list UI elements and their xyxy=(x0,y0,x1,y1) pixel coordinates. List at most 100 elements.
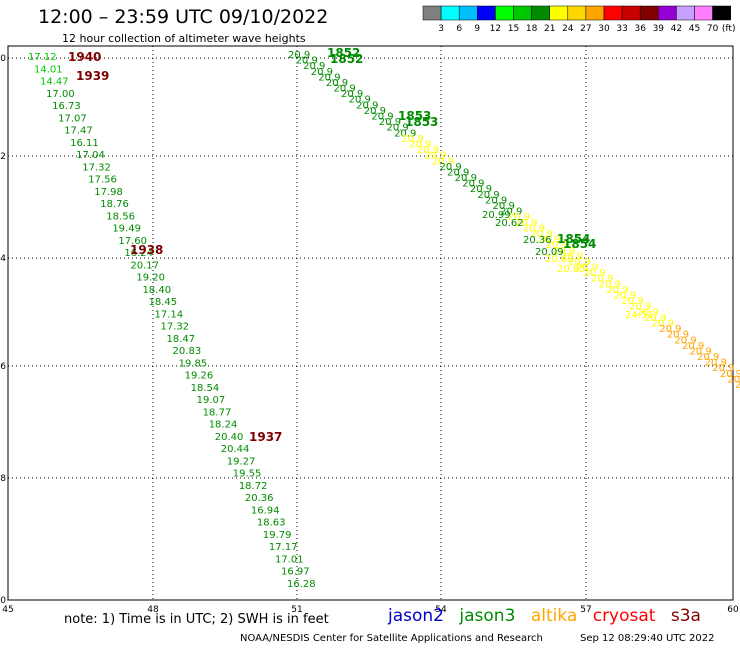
swh-label: 19.55 xyxy=(233,469,262,480)
legend-label: 3 xyxy=(438,24,444,34)
swh-label: 18.63 xyxy=(257,518,286,529)
lon-tick-label: 48 xyxy=(147,605,159,615)
timestamp: Sep 12 08:29:40 UTC 2022 xyxy=(580,633,715,644)
swh-overlap-label: 20.9 xyxy=(493,201,515,212)
swh-overlap-label: 20.9 xyxy=(599,279,621,290)
swh-overlap-label: 20.9 xyxy=(379,117,401,128)
lat-tick-label: -56 xyxy=(0,362,6,372)
swh-overlap-label: 20.9 xyxy=(440,162,462,173)
swh-overlap-label: 20.9 xyxy=(727,374,740,385)
credit-line: NOAA/NESDIS Center for Satellite Applica… xyxy=(240,633,543,644)
swh-label: 16.28 xyxy=(287,579,316,590)
swh-label: 17.60 xyxy=(118,236,147,247)
swh-overlap-label: 20.9 xyxy=(583,268,605,279)
lon-tick-label: 45 xyxy=(2,605,13,615)
swh-overlap-label: 20.9 xyxy=(462,179,484,190)
swh-label: 17.47 xyxy=(64,126,93,137)
swh-overlap-label: 20.9 xyxy=(538,235,560,246)
legend-label: 36 xyxy=(634,24,646,34)
swh-label: 19.85 xyxy=(179,358,208,369)
swh-overlap-label: 20.9 xyxy=(530,229,552,240)
swh-overlap-label: 20.9 xyxy=(690,346,712,357)
swh-overlap-label: 20.9 xyxy=(546,240,568,251)
swh-label: 17.56 xyxy=(88,175,117,186)
swh-overlap-label: 20.9 xyxy=(652,318,674,329)
swh-label: 18.40 xyxy=(142,285,171,296)
lon-tick-label: 54 xyxy=(435,605,447,615)
swh-label: 20.09 xyxy=(535,247,564,258)
swh-overlap-label: 20.9 xyxy=(296,56,318,67)
time-label: 1854 xyxy=(557,232,590,246)
swh-overlap-label: 20.9 xyxy=(508,212,530,223)
swh-overlap-label: 20.9 xyxy=(735,380,740,391)
legend-unit: (ft) xyxy=(722,24,736,34)
swh-overlap-label: 20.9 xyxy=(394,128,416,139)
swh-label: 16.94 xyxy=(251,505,280,516)
footnote: note: 1) Time is in UTC; 2) SWH is in fe… xyxy=(64,612,329,627)
legend-label: 9 xyxy=(474,24,480,34)
swh-overlap-label: 20.9 xyxy=(705,358,727,369)
time-label: 1940 xyxy=(68,50,101,64)
swh-label: 18.45 xyxy=(148,297,177,308)
satellite-jason3: jason3 xyxy=(459,606,516,626)
swh-label: 19.26 xyxy=(185,371,214,382)
satellite-altika: altika xyxy=(530,606,578,626)
swh-label: 20.40 xyxy=(215,432,244,443)
swh-overlap-label: 20.9 xyxy=(341,89,363,100)
swh-overlap-label: 20.9 xyxy=(644,313,666,324)
swh-label: 18.56 xyxy=(106,211,135,222)
time-label: 1938 xyxy=(130,243,163,257)
swh-label: 20.36 xyxy=(523,235,552,246)
lat-tick-label: -58 xyxy=(0,474,6,484)
swh-overlap-label: 20.9 xyxy=(621,296,643,307)
swh-label: 20.36 xyxy=(245,493,274,504)
swh-overlap-label: 20.9 xyxy=(288,50,310,61)
swh-label: 24.51 xyxy=(625,310,654,321)
legend-label: 21 xyxy=(544,24,555,34)
swh-label: 14.01 xyxy=(34,64,63,75)
swh-overlap-label: 20.9 xyxy=(386,123,408,134)
satellite-jason2: jason2 xyxy=(388,606,444,626)
swh-overlap-label: 20.9 xyxy=(712,363,734,374)
swh-overlap-label: 20.9 xyxy=(682,341,704,352)
time-label: 1937 xyxy=(249,430,282,444)
legend-label: 70 xyxy=(707,24,719,34)
swh-label: 20.17 xyxy=(130,260,159,271)
swh-label: 18.76 xyxy=(100,199,129,210)
swh-overlap-label: 20.9 xyxy=(667,330,689,341)
swh-label: 17.00 xyxy=(46,89,75,100)
swh-overlap-label: 20.9 xyxy=(614,291,636,302)
swh-label: 16.24 xyxy=(124,248,153,259)
swh-label: 17.07 xyxy=(58,113,87,124)
lat-tick-label: -54 xyxy=(0,254,6,264)
swh-label: 17.98 xyxy=(94,187,123,198)
satellite-legend: jason2 jason3 altika cryosat s3a xyxy=(388,606,711,626)
swh-overlap-label: 20.9 xyxy=(500,207,522,218)
swh-overlap-label: 20.9 xyxy=(455,173,477,184)
swh-overlap-label: 20.9 xyxy=(720,369,740,380)
swh-label: 18.77 xyxy=(203,407,232,418)
swh-label: 17.12 xyxy=(28,52,57,63)
page-subtitle: 12 hour collection of altimeter wave hei… xyxy=(62,32,306,45)
legend-label: 24 xyxy=(562,24,574,34)
legend-label: 27 xyxy=(580,24,591,34)
swh-label: 17.04 xyxy=(76,150,105,161)
swh-overlap-label: 20.9 xyxy=(523,223,545,234)
swh-overlap-label: 20.9 xyxy=(447,167,469,178)
swh-label: 20.99 xyxy=(482,210,511,221)
swh-overlap-label: 20.9 xyxy=(629,302,651,313)
time-label: 1939 xyxy=(76,69,109,83)
legend-label: 12 xyxy=(490,24,501,34)
lat-tick-label: -52 xyxy=(0,152,6,162)
swh-overlap-label: 20.9 xyxy=(659,324,681,335)
time-label: 1854 xyxy=(563,237,596,251)
swh-overlap-label: 20.9 xyxy=(333,84,355,95)
swh-overlap-label: 20.9 xyxy=(576,263,598,274)
legend-label: 33 xyxy=(616,24,627,34)
time-label: 1853 xyxy=(398,109,431,123)
swh-label: 20.44 xyxy=(221,444,250,455)
swh-label: 18.54 xyxy=(191,383,220,394)
swh-overlap-label: 20.9 xyxy=(409,139,431,150)
lon-tick-label: 51 xyxy=(291,605,302,615)
